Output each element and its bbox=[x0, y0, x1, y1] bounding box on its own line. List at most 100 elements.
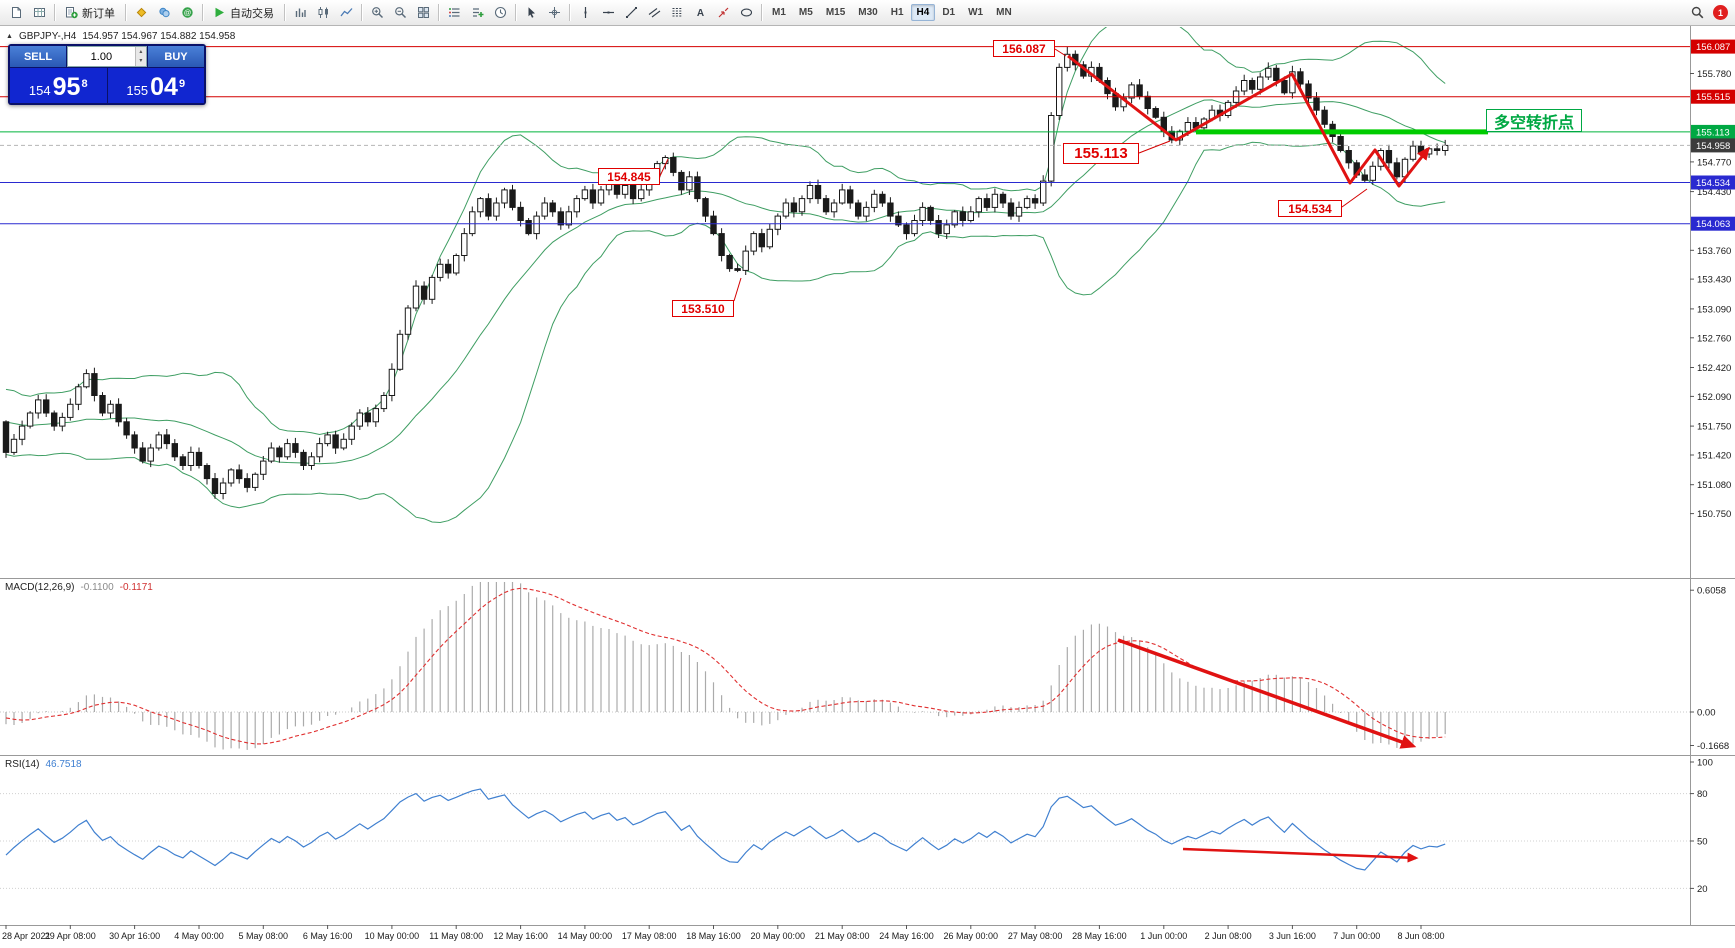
svg-text:A: A bbox=[696, 8, 703, 19]
tf-W1[interactable]: W1 bbox=[968, 7, 984, 18]
label-154-845[interactable]: 154.845 bbox=[598, 168, 660, 185]
main-toolbar: 新订单 @ 自动交易 A M1 M5 M15 M30 H1 H4 D1 W1 MN 1 bbox=[0, 0, 1735, 26]
cursor-tool-button[interactable] bbox=[520, 3, 542, 23]
tf-M30[interactable]: M30 bbox=[858, 7, 878, 18]
lot-decrease-button[interactable]: ▾ bbox=[135, 56, 146, 66]
label-turning-point[interactable]: 多空转折点 bbox=[1486, 109, 1582, 132]
label-155-113[interactable]: 155.113 bbox=[1063, 143, 1139, 164]
text-tool-button[interactable]: A bbox=[689, 3, 711, 23]
tile-windows-icon bbox=[417, 6, 430, 19]
channel-tool-button[interactable] bbox=[643, 3, 665, 23]
svg-text:153.760: 153.760 bbox=[1697, 246, 1731, 257]
indicator-list-button[interactable] bbox=[443, 3, 465, 23]
tf-D1[interactable]: D1 bbox=[942, 7, 956, 18]
vertical-line-tool-button[interactable] bbox=[574, 3, 596, 23]
rsi-panel[interactable] bbox=[0, 788, 1690, 889]
svg-text:11 May 08:00: 11 May 08:00 bbox=[429, 931, 483, 941]
notification-badge[interactable]: 1 bbox=[1713, 5, 1728, 20]
chart-profiles-button[interactable] bbox=[28, 3, 50, 23]
community-button[interactable]: @ bbox=[176, 3, 198, 23]
shapes-tool-button[interactable] bbox=[735, 3, 757, 23]
trendline-tool-icon bbox=[625, 6, 638, 19]
svg-text:155.515: 155.515 bbox=[1696, 92, 1730, 103]
toolbar-separator bbox=[54, 4, 55, 21]
svg-text:2 Jun 08:00: 2 Jun 08:00 bbox=[1205, 931, 1252, 941]
new-chart-icon bbox=[10, 6, 23, 19]
period-separators-button[interactable] bbox=[489, 3, 511, 23]
label-154-534[interactable]: 154.534 bbox=[1278, 200, 1342, 217]
crosshair-tool-icon bbox=[548, 6, 561, 19]
chart-background bbox=[0, 26, 1735, 948]
label-156-087[interactable]: 156.087 bbox=[993, 40, 1055, 57]
svg-text:0.00: 0.00 bbox=[1697, 708, 1716, 719]
search-button[interactable] bbox=[1686, 3, 1708, 23]
toolbar-separator bbox=[361, 4, 362, 21]
svg-text:3 Jun 16:00: 3 Jun 16:00 bbox=[1269, 931, 1316, 941]
tf-H1[interactable]: H1 bbox=[890, 7, 904, 18]
macd-panel[interactable] bbox=[0, 582, 1690, 750]
buy-price-point: 9 bbox=[178, 78, 186, 90]
sell-price[interactable]: 154 95 8 bbox=[10, 68, 107, 103]
bar-chart-mode-button[interactable] bbox=[289, 3, 311, 23]
fibonacci-tool-button[interactable] bbox=[666, 3, 688, 23]
price-tag-155.113 bbox=[1691, 124, 1735, 139]
lot-increase-button[interactable]: ▴ bbox=[135, 47, 146, 57]
rsi-trend-arrow[interactable] bbox=[1182, 847, 1419, 863]
price-tag-155.515 bbox=[1691, 89, 1735, 104]
svg-text:@: @ bbox=[183, 8, 191, 17]
signals-button[interactable] bbox=[153, 3, 175, 23]
add-indicator-button[interactable] bbox=[466, 3, 488, 23]
price-trend-zigzag-arrow[interactable] bbox=[1067, 54, 1430, 188]
arrows-tool-button[interactable] bbox=[712, 3, 734, 23]
tf-M5[interactable]: M5 bbox=[798, 7, 813, 18]
horizontal-line-tool-button[interactable] bbox=[597, 3, 619, 23]
buy-button[interactable]: BUY bbox=[148, 46, 204, 67]
bollinger-bands bbox=[5, 27, 1446, 524]
tf-H4[interactable]: H4 bbox=[910, 4, 936, 21]
line-chart-mode-icon bbox=[339, 6, 353, 19]
macd-trend-arrow[interactable] bbox=[1117, 638, 1417, 749]
lot-size-field: ▴ ▾ bbox=[67, 46, 147, 67]
trendline-tool-button[interactable] bbox=[620, 3, 642, 23]
buy-price[interactable]: 155 04 9 bbox=[107, 68, 204, 103]
cursor-tool-icon bbox=[525, 6, 538, 19]
macd-label: MACD(12,26,9) -0.1100 -0.1171 bbox=[5, 582, 153, 593]
new-chart-button[interactable] bbox=[5, 3, 27, 23]
svg-text:28 Apr 2021: 28 Apr 2021 bbox=[2, 931, 51, 941]
price-tag-154.534 bbox=[1691, 175, 1735, 190]
price-axis[interactable]: 155.780 154.770 154.430 153.760 153.430 153.0… bbox=[1690, 39, 1735, 895]
search-icon bbox=[1691, 6, 1704, 19]
svg-text:154.063: 154.063 bbox=[1696, 219, 1730, 230]
candlestick-mode-icon bbox=[317, 6, 330, 19]
arrows-tool-icon bbox=[717, 6, 730, 19]
crosshair-tool-button[interactable] bbox=[543, 3, 565, 23]
tile-windows-button[interactable] bbox=[412, 3, 434, 23]
zoom-in-icon bbox=[371, 6, 384, 19]
tf-MN[interactable]: MN bbox=[996, 7, 1012, 18]
lot-input[interactable] bbox=[68, 47, 135, 66]
collapse-icon[interactable]: ▲ bbox=[6, 33, 13, 40]
tf-M15[interactable]: M15 bbox=[825, 7, 846, 18]
zoom-out-button[interactable] bbox=[389, 3, 411, 23]
label-153-510[interactable]: 153.510 bbox=[672, 300, 734, 317]
shapes-tool-icon bbox=[740, 6, 753, 19]
svg-text:18 May 16:00: 18 May 16:00 bbox=[686, 931, 741, 941]
sell-button[interactable]: SELL bbox=[10, 46, 66, 67]
svg-text:100: 100 bbox=[1697, 758, 1713, 769]
tf-M1[interactable]: M1 bbox=[772, 7, 786, 18]
zoom-in-button[interactable] bbox=[366, 3, 388, 23]
toolbar-separator bbox=[438, 4, 439, 21]
main-price-panel[interactable] bbox=[0, 12, 1690, 524]
line-chart-mode-button[interactable] bbox=[335, 3, 357, 23]
market-button[interactable] bbox=[130, 3, 152, 23]
fibonacci-tool-icon bbox=[671, 6, 684, 19]
candlestick-mode-button[interactable] bbox=[312, 3, 334, 23]
svg-text:21 May 08:00: 21 May 08:00 bbox=[815, 931, 870, 941]
auto-trading-button[interactable]: 自动交易 bbox=[207, 3, 280, 23]
vertical-line-tool-icon bbox=[579, 6, 592, 19]
new-order-button[interactable]: 新订单 bbox=[59, 3, 121, 23]
